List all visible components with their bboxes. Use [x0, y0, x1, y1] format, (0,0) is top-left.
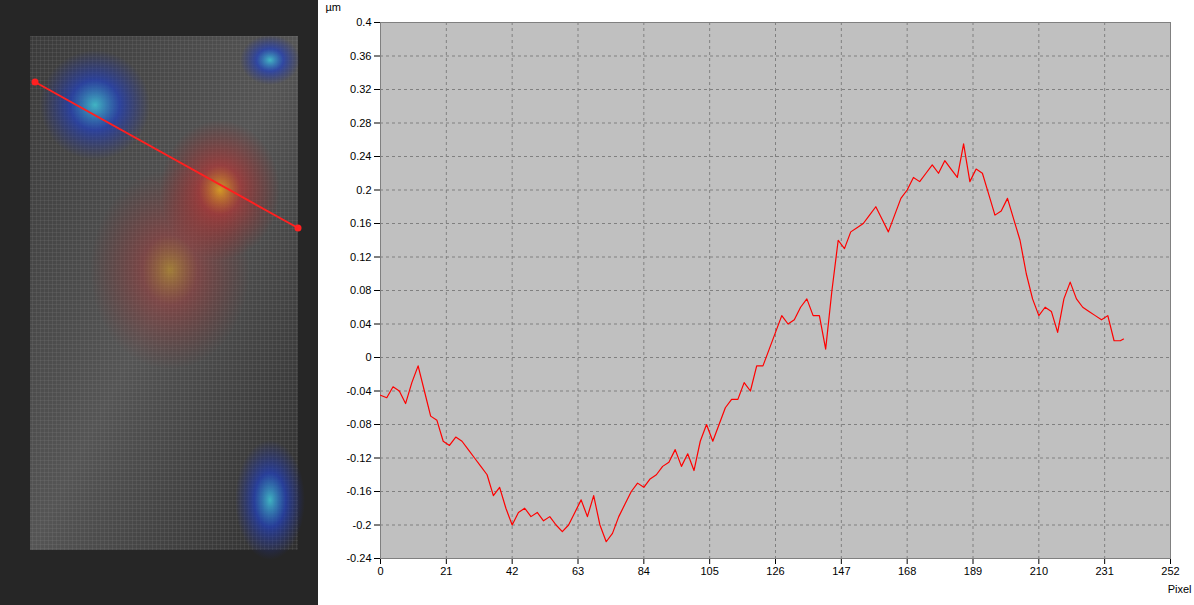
svg-text:0.36: 0.36	[350, 50, 371, 62]
svg-text:µm: µm	[326, 1, 342, 13]
svg-text:189: 189	[964, 565, 982, 577]
svg-text:84: 84	[638, 565, 650, 577]
svg-text:42: 42	[506, 565, 518, 577]
svg-text:0.08: 0.08	[350, 284, 371, 296]
svg-text:105: 105	[700, 565, 718, 577]
svg-text:-0.24: -0.24	[346, 552, 371, 564]
svg-text:147: 147	[832, 565, 850, 577]
svg-text:168: 168	[898, 565, 916, 577]
svg-text:252: 252	[1161, 565, 1179, 577]
svg-text:231: 231	[1095, 565, 1113, 577]
svg-text:-0.16: -0.16	[346, 485, 371, 497]
svg-text:0.4: 0.4	[356, 16, 371, 28]
svg-text:0: 0	[377, 565, 383, 577]
svg-text:126: 126	[766, 565, 784, 577]
svg-text:21: 21	[440, 565, 452, 577]
svg-text:0: 0	[365, 351, 371, 363]
svg-text:0.2: 0.2	[356, 184, 371, 196]
svg-text:0.12: 0.12	[350, 251, 371, 263]
svg-text:0.04: 0.04	[350, 318, 371, 330]
svg-text:-0.12: -0.12	[346, 452, 371, 464]
svg-text:63: 63	[572, 565, 584, 577]
svg-text:210: 210	[1030, 565, 1048, 577]
svg-text:0.32: 0.32	[350, 83, 371, 95]
svg-text:-0.2: -0.2	[353, 519, 372, 531]
svg-text:Pixel: Pixel	[1168, 583, 1192, 595]
svg-text:0.16: 0.16	[350, 217, 371, 229]
svg-text:0.28: 0.28	[350, 117, 371, 129]
svg-text:-0.04: -0.04	[346, 385, 371, 397]
svg-text:0.24: 0.24	[350, 150, 371, 162]
svg-text:-0.08: -0.08	[346, 418, 371, 430]
